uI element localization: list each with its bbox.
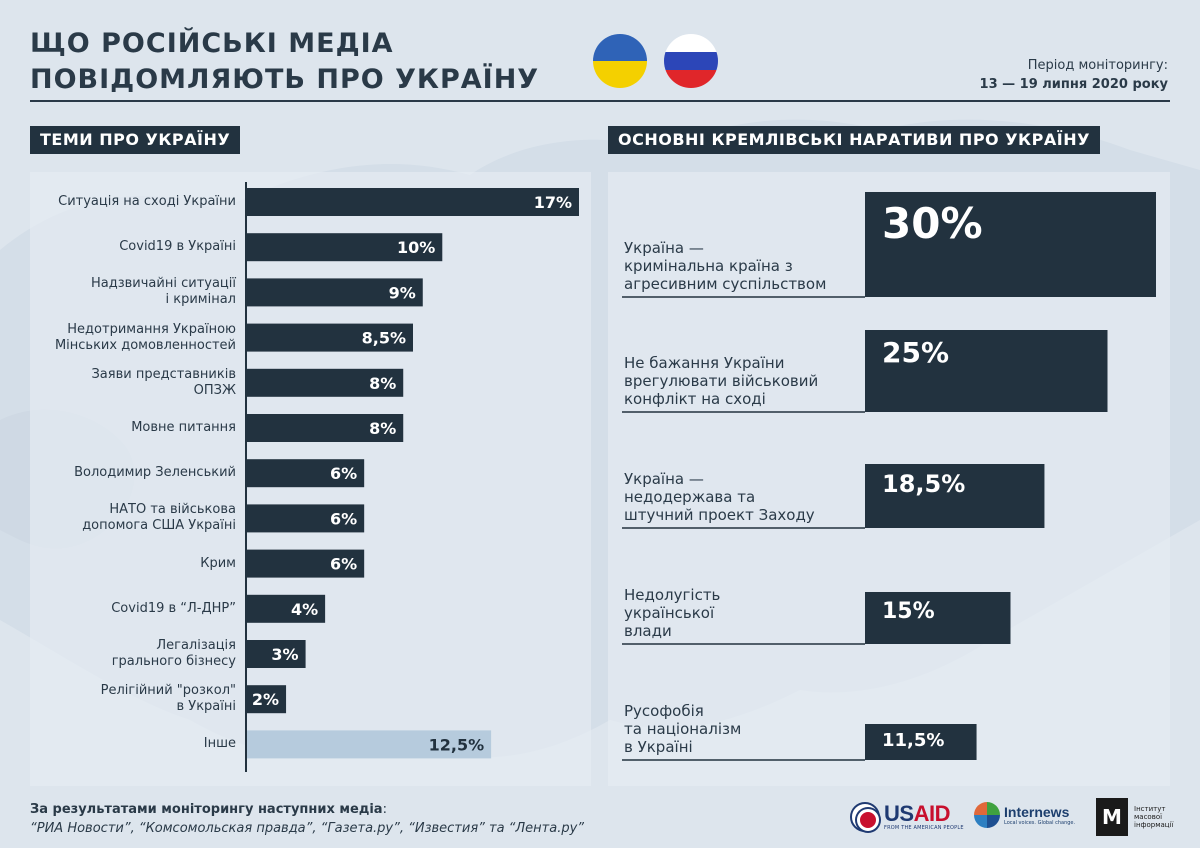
- imi-mark: М: [1096, 798, 1128, 836]
- imi-line-3: інформації: [1134, 821, 1174, 829]
- topic-category-label: Covid19 в Україні: [119, 239, 236, 255]
- narrative-bar: [865, 192, 1156, 297]
- section-title-narratives: ОСНОВНІ КРЕМЛІВСЬКІ НАРАТИВИ ПРО УКРАЇНУ: [608, 126, 1100, 154]
- topic-bar: [247, 459, 365, 488]
- monitoring-period: Період моніторингу: 13 — 19 липня 2020 р…: [980, 56, 1168, 94]
- imi-line-2: масової: [1134, 813, 1163, 821]
- narrative-value-label: 15%: [882, 599, 935, 624]
- topic-category-label: Крим: [200, 555, 236, 571]
- narrative-category-label: Україна — кримінальна країна з агресивним …: [624, 239, 827, 293]
- topic-bar: [247, 368, 404, 397]
- imi-line-1: Інститут: [1134, 805, 1166, 813]
- topic-bar: [247, 549, 365, 578]
- topic-value-label: 17%: [534, 193, 572, 212]
- usaid-us: US: [884, 801, 914, 826]
- topic-category-label: Легалізація грального бізнесу: [111, 638, 236, 669]
- header-divider: [30, 100, 1170, 102]
- topic-value-label: 6%: [330, 464, 357, 483]
- narrative-bar: [865, 724, 977, 760]
- narrative-value-label: 18,5%: [882, 470, 965, 498]
- imi-logo: М Інститут масової інформації: [1096, 798, 1182, 836]
- narrative-category-label: Україна — недодержава та штучний проект За…: [624, 470, 815, 524]
- narrative-bar: [865, 330, 1108, 412]
- usaid-logo: USAID FROM THE AMERICAN PEOPLE: [850, 800, 964, 834]
- topic-bar: [247, 594, 326, 623]
- topic-value-label: 4%: [291, 600, 318, 619]
- topic-category-label: Надзвичайні ситуації і кримінал: [91, 276, 236, 308]
- topic-category-label: Володимир Зеленський: [74, 465, 236, 481]
- topic-value-label: 8%: [369, 374, 396, 393]
- russia-flag-icon: [664, 34, 718, 88]
- narrative-bar: [865, 592, 1011, 644]
- topic-bar: [247, 685, 287, 714]
- topic-value-label: 8,5%: [362, 329, 406, 348]
- narrative-category-label: Недолугість української влади: [624, 586, 721, 640]
- usaid-aid: AID: [913, 801, 951, 826]
- topic-category-label: Інше: [203, 736, 236, 752]
- topic-bar: [247, 233, 443, 262]
- internews-tagline: Local voices. Global change.: [1004, 819, 1076, 826]
- topic-value-label: 10%: [397, 238, 435, 257]
- internews-logo: Internews Local voices. Global change.: [974, 802, 1075, 828]
- period-label: Період моніторингу:: [1027, 58, 1168, 73]
- narrative-value-label: 30%: [882, 199, 983, 248]
- topic-category-label: Covid19 в “Л-ДНР”: [111, 600, 236, 616]
- internews-mark-icon: [974, 802, 1000, 828]
- topic-category-label: Недотримання Україною Мінських домовленно…: [54, 321, 236, 353]
- sources-list: “РИА Новости”, “Комсомольская правда”, “…: [30, 821, 585, 836]
- usaid-seal-icon: [850, 802, 880, 832]
- topic-category-label: Релігійний "розкол" в Україні: [100, 683, 236, 715]
- topic-bar: [247, 640, 306, 668]
- topic-bar: [247, 323, 413, 352]
- topic-value-label: 3%: [271, 645, 298, 664]
- title-line-1: ЩО РОСІЙСЬКІ МЕДІА: [30, 28, 394, 59]
- topic-value-label: 6%: [330, 509, 357, 528]
- footer-sources: За результатами моніторингу наступних ме…: [30, 800, 584, 838]
- sources-label: За результатами моніторингу наступних ме…: [30, 802, 383, 817]
- usaid-tagline: FROM THE AMERICAN PEOPLE: [884, 825, 964, 831]
- topic-bar: [247, 188, 579, 216]
- topic-value-label: 9%: [389, 283, 416, 302]
- title-line-2: ПОВІДОМЛЯЮТЬ ПРО УКРАЇНУ: [30, 64, 540, 95]
- sources-colon: :: [382, 802, 387, 817]
- topic-category-label: НАТО та військова допомога США Україні: [82, 502, 236, 534]
- topic-bar: [247, 504, 365, 533]
- topic-value-label: 12,5%: [429, 735, 485, 754]
- topic-value-label: 2%: [252, 690, 279, 709]
- topic-bar: [247, 278, 423, 307]
- internews-name: Internews: [1004, 803, 1070, 820]
- topic-bar: [247, 730, 492, 759]
- topic-value-label: 8%: [369, 419, 396, 438]
- narrative-category-label: Не бажання України врегулювати військовий…: [624, 354, 819, 408]
- narrative-value-label: 11,5%: [882, 730, 944, 751]
- narrative-value-label: 25%: [882, 336, 949, 369]
- section-title-topics: ТЕМИ ПРО УКРАЇНУ: [30, 126, 241, 154]
- topic-bar: [247, 414, 404, 442]
- topic-value-label: 6%: [330, 555, 357, 574]
- narrative-bar: [865, 464, 1045, 528]
- narrative-category-label: Русофобія та націоналізм в Україні: [624, 702, 742, 756]
- period-dates: 13 — 19 липня 2020 року: [979, 77, 1168, 92]
- topic-category-label: Ситуація на сході України: [58, 194, 236, 209]
- page-title: ЩО РОСІЙСЬКІ МЕДІА ПОВІДОМЛЯЮТЬ ПРО УКРА…: [30, 26, 539, 98]
- topic-category-label: Мовне питання: [131, 420, 236, 435]
- topic-category-label: Заяви представників ОПЗЖ: [91, 366, 236, 398]
